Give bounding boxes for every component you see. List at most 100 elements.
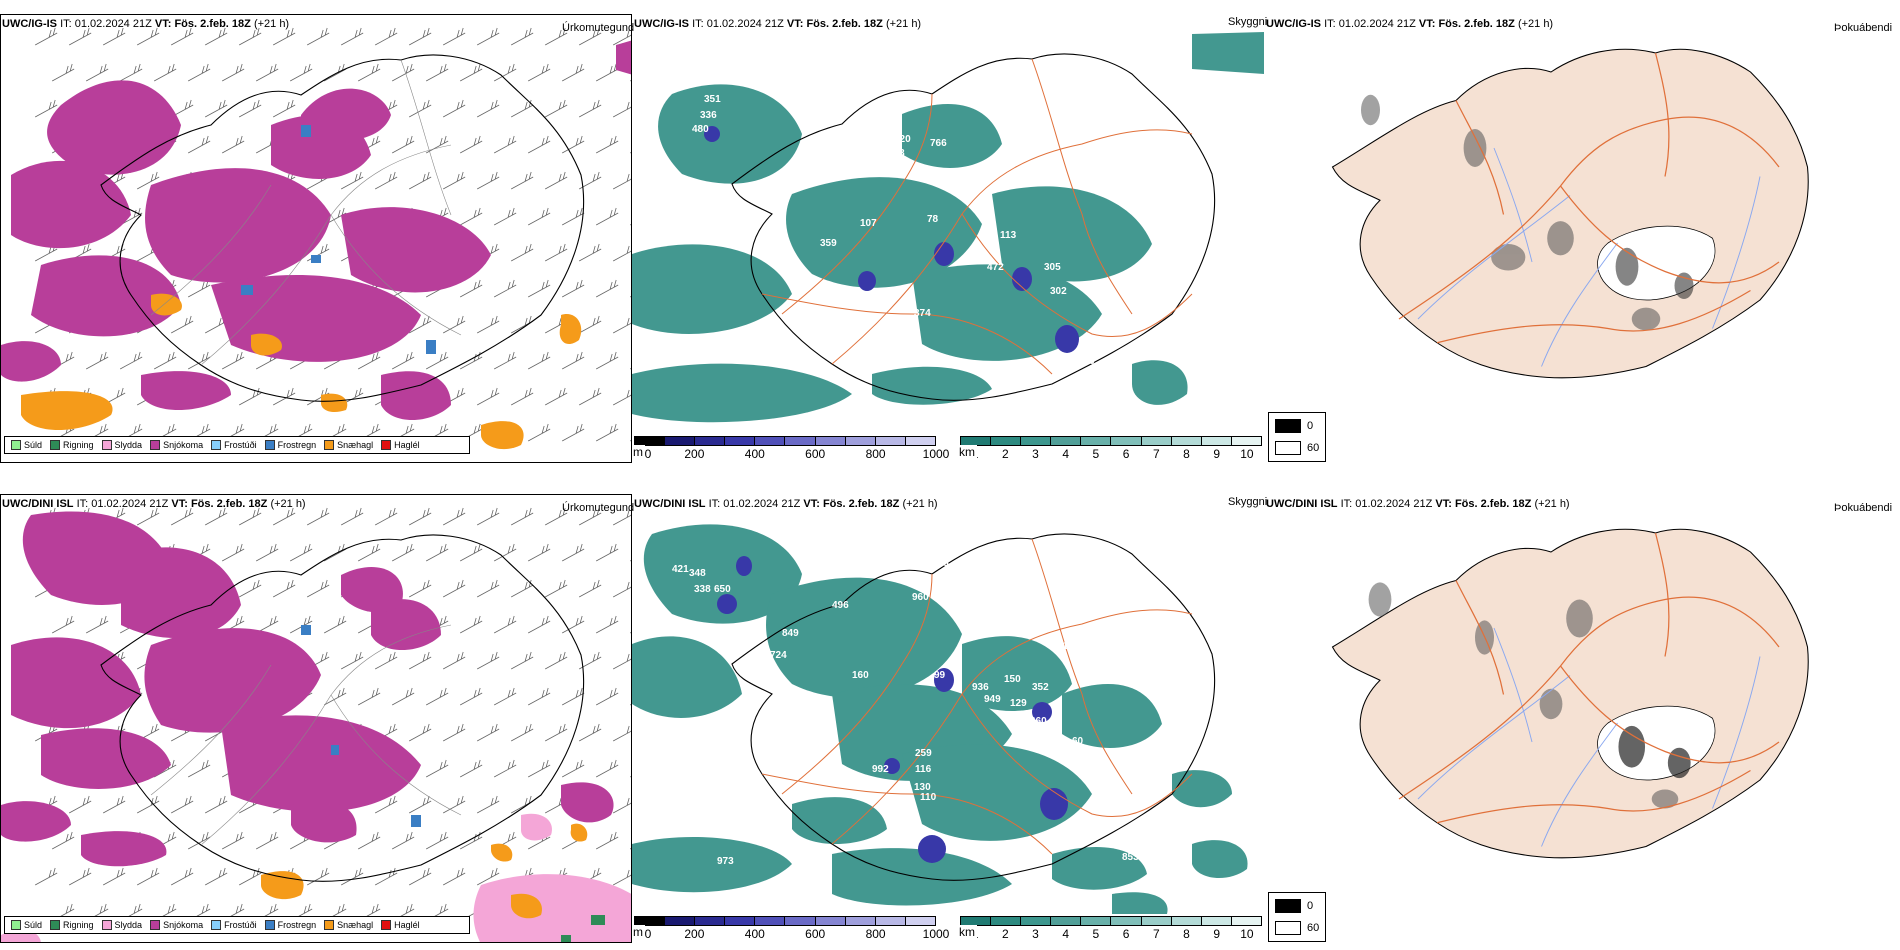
vt-label: VT: <box>1435 498 1452 510</box>
rivers <box>1417 627 1761 847</box>
wind-barb <box>493 207 517 226</box>
scale-cell <box>725 437 756 445</box>
scale-tick: 5 <box>1092 447 1100 461</box>
panel-title-1b: UWC/IG-IS IT: 01.02.2024 21Z VT: Fös. 2.… <box>634 18 921 30</box>
scale-cell <box>1201 437 1232 445</box>
legend-item: Súld <box>11 440 42 450</box>
wind-barb <box>612 653 631 670</box>
legend-label: Haglél <box>394 920 420 930</box>
wind-barb <box>561 279 585 298</box>
lead-time: (+21 h) <box>1517 18 1554 30</box>
visibility-value-label: 78 <box>927 214 939 225</box>
scale-cell <box>845 437 876 445</box>
wind-barb <box>442 171 466 190</box>
wind-barb <box>510 171 534 190</box>
visibility-value-label: 949 <box>984 694 1001 705</box>
wind-barb <box>476 795 500 814</box>
scale-cell <box>665 917 696 925</box>
wind-barb <box>578 315 602 334</box>
wind-barb <box>612 581 631 598</box>
wind-barb <box>493 135 517 154</box>
visibility-value-label: 302 <box>1050 286 1067 297</box>
model-name: UWC/DINI ISL <box>634 498 706 510</box>
scale-tick: 10 <box>1240 447 1254 461</box>
wind-barb <box>102 27 126 46</box>
wind-barb <box>340 651 364 670</box>
visibility-value-label: 60 <box>1072 736 1084 747</box>
it-value: 01.02.2024 21Z <box>74 18 152 30</box>
precip-type-panel-2 <box>0 494 632 943</box>
wind-barb <box>68 27 92 46</box>
wind-barb <box>391 135 415 154</box>
scale-cell <box>1231 437 1261 445</box>
visibility-value-label: 150 <box>1004 674 1021 685</box>
scale-cell <box>695 437 726 445</box>
wind-barb <box>170 867 194 886</box>
wind-barb <box>51 615 75 634</box>
scale-cell <box>635 437 666 445</box>
lead-time: (+21 h) <box>253 18 290 30</box>
wind-barb <box>578 243 602 262</box>
wind-barb <box>459 207 483 226</box>
scale-tick: 400 <box>744 447 765 461</box>
wind-barb <box>561 615 585 634</box>
ice-pellet-areas <box>21 293 582 450</box>
panel-title-2a: UWC/DINI ISL IT: 01.02.2024 21Z VT: Fös.… <box>2 498 306 510</box>
visibility-value-label: 305 <box>1044 262 1061 273</box>
wind-barb <box>476 387 500 406</box>
wind-barb <box>68 867 92 886</box>
wind-barb <box>340 867 364 886</box>
visibility-value-label: 374 <box>914 308 931 319</box>
visibility-value-label: 116 <box>915 764 932 775</box>
wind-barb <box>408 867 432 886</box>
wind-barb <box>442 27 466 46</box>
wind-barb <box>527 207 551 226</box>
wind-barb <box>459 63 483 82</box>
legend-swatch <box>101 920 112 930</box>
wind-barb <box>595 279 619 298</box>
legend-item: Slydda <box>101 920 143 930</box>
scale-tick: 7 <box>1152 927 1160 941</box>
wind-barb <box>323 687 347 706</box>
wind-barb <box>408 315 432 334</box>
wind-barb <box>408 651 432 670</box>
scale-cell <box>1021 437 1052 445</box>
lead-time: (+21 h) <box>885 18 922 30</box>
visibility-value-label: 650 <box>714 584 731 595</box>
wind-barb <box>187 351 211 370</box>
visibility-value-label: 660 <box>1030 716 1047 727</box>
wind-barb <box>544 27 568 46</box>
legend-label: Slydda <box>114 920 143 930</box>
visibility-scale-m-2: 0 200 400 600 800 1000 m <box>633 916 949 941</box>
rivers <box>1417 147 1761 367</box>
wind-barb <box>476 651 500 670</box>
wind-barb <box>442 651 466 670</box>
panel-title-1c: UWC/IG-IS IT: 01.02.2024 21Z VT: Fös. 2.… <box>1266 18 1553 30</box>
scale-cells <box>634 436 936 446</box>
wind-barb <box>170 27 194 46</box>
visibility-value-label: 926 <box>1030 732 1047 743</box>
wind-barb <box>578 27 602 46</box>
wind-barb <box>612 725 631 742</box>
fog-legend-swatch <box>1275 921 1301 935</box>
visibility-panel-1: 351 336 480 320 766 473 74 78 107 113 359 472 305 302… <box>632 14 1264 434</box>
legend-label: Frostregn <box>277 440 317 450</box>
wind-barb <box>136 27 160 46</box>
wind-barb <box>493 615 517 634</box>
visibility-value-label: 259 <box>915 748 932 759</box>
visibility-value-label: 473 <box>888 148 905 159</box>
scale-tick: 9 <box>1213 447 1221 461</box>
wind-barb <box>323 615 347 634</box>
visibility-label-1: Skyggni <box>1228 16 1268 28</box>
wind-barb <box>238 387 262 406</box>
fog-legend-swatch <box>1275 441 1301 455</box>
scale-tick: 8 <box>1183 447 1190 461</box>
wind-barb <box>459 135 483 154</box>
legend-item: Haglél <box>381 440 420 450</box>
wind-barb <box>221 831 245 850</box>
wind-barb <box>527 687 551 706</box>
wind-barb <box>595 615 619 634</box>
freezing-rain-areas <box>301 625 421 827</box>
wind-barb <box>612 317 631 334</box>
scale-cell <box>1081 437 1112 445</box>
